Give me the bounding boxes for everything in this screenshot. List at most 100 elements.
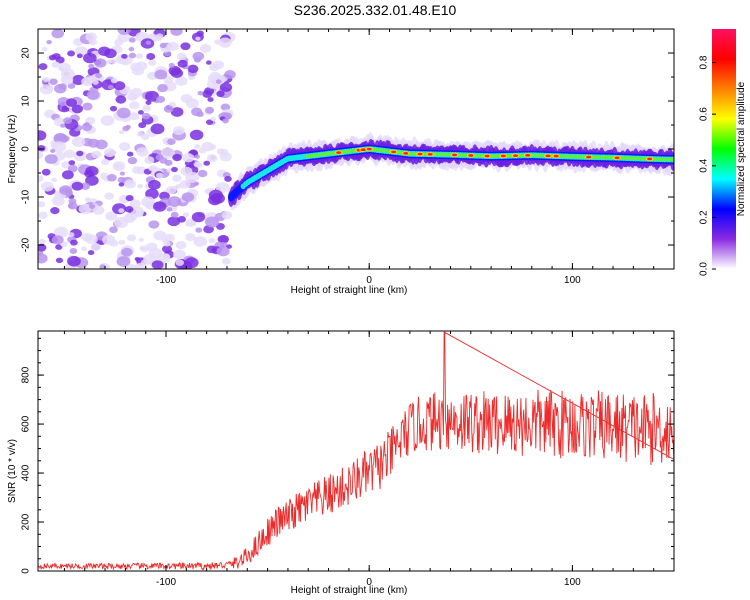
noise-blob: [118, 208, 125, 214]
noise-blob: [205, 119, 214, 125]
noise-blob: [51, 235, 64, 245]
noise-blob: [40, 181, 54, 192]
noise-blob: [108, 85, 114, 90]
noise-blob: [128, 46, 135, 52]
ridge-green: [559, 154, 566, 159]
noise-blob: [95, 73, 102, 79]
noise-blob: [210, 192, 225, 204]
ridge-green: [305, 154, 312, 159]
noise-blob: [170, 211, 179, 218]
noise-blob: [166, 168, 172, 173]
heatmap-ytick-label: -20: [21, 237, 32, 252]
noise-blob: [66, 98, 78, 107]
noise-blob: [46, 40, 52, 45]
noise-blob: [197, 90, 204, 96]
noise-blob: [68, 204, 74, 209]
noise-blob: [141, 112, 151, 120]
noise-blob: [76, 150, 84, 157]
noise-blob: [88, 63, 95, 69]
noise-blob: [172, 174, 182, 182]
noise-blob: [155, 35, 163, 41]
noise-blob: [101, 158, 110, 166]
noise-blob: [109, 58, 117, 64]
ridge-red: [647, 157, 653, 161]
noise-blob: [58, 83, 67, 90]
snr-xtick-label: -100: [156, 577, 176, 588]
noise-blob: [129, 101, 140, 110]
noise-blob: [190, 221, 197, 226]
noise-blob: [201, 141, 214, 152]
noise-blob: [194, 144, 201, 149]
noise-blob: [193, 181, 200, 186]
noise-blob: [105, 211, 118, 221]
noise-blob: [224, 175, 232, 182]
noise-blob: [55, 244, 63, 250]
ridge-green: [396, 150, 403, 155]
noise-blob: [175, 76, 188, 86]
noise-blob: [51, 177, 58, 183]
heatmap-ytick-label: 10: [21, 95, 32, 107]
noise-blob: [112, 203, 127, 215]
colorbar-tick-label: 0.2: [699, 210, 710, 224]
noise-blob: [118, 239, 126, 245]
noise-blob: [193, 161, 201, 168]
noise-blob: [146, 53, 156, 60]
noise-blob: [63, 149, 75, 159]
heatmap-xtick-label: 100: [564, 275, 581, 286]
noise-blob: [113, 217, 129, 229]
noise-blob: [129, 88, 143, 98]
noise-blob: [159, 157, 168, 164]
noise-blob: [84, 197, 92, 203]
noise-blob: [222, 118, 229, 124]
ridge-green: [671, 157, 674, 162]
noise-blob: [60, 123, 66, 128]
heatmap-ytick-label: -10: [21, 189, 32, 204]
ridge-red: [417, 152, 423, 156]
noise-blob: [109, 105, 118, 112]
noise-blob: [50, 207, 60, 215]
snr-ytick-label: 0: [21, 568, 32, 574]
noise-blob: [167, 196, 182, 207]
noise-blob: [135, 211, 144, 218]
noise-blob: [148, 179, 161, 190]
noise-blob: [48, 54, 57, 61]
noise-blob: [68, 160, 76, 166]
noise-blob: [38, 201, 46, 208]
noise-blob: [82, 102, 93, 111]
noise-blob: [51, 61, 60, 68]
ridge-green: [604, 155, 611, 160]
noise-blob: [197, 169, 208, 178]
noise-blob: [215, 79, 222, 84]
noise-blob: [219, 82, 233, 93]
noise-blob: [157, 84, 168, 93]
ridge-red: [484, 154, 490, 158]
ridge-green: [376, 148, 383, 153]
noise-blob: [168, 62, 175, 68]
noise-blob: [116, 256, 131, 267]
noise-blob: [94, 58, 107, 68]
noise-blob: [92, 79, 99, 85]
noise-blob: [60, 68, 75, 80]
noise-blob: [38, 175, 44, 182]
ridge-green: [594, 155, 601, 160]
noise-blob: [179, 180, 191, 189]
noise-blob: [173, 249, 186, 260]
noise-blob: [184, 257, 199, 269]
noise-blob: [204, 188, 211, 194]
ridge-red: [366, 147, 372, 151]
ridge-red: [452, 153, 458, 157]
noise-blob: [170, 107, 184, 117]
heatmap-xtick-label: 0: [366, 275, 372, 286]
noise-blob: [136, 147, 149, 157]
noise-blob: [88, 38, 98, 46]
noise-blob: [195, 227, 203, 233]
noise-blob: [145, 100, 152, 105]
ridge-green: [564, 154, 571, 159]
snr-xtick-label: 100: [564, 577, 581, 588]
snr-xlabel: Height of straight line (km): [291, 585, 408, 596]
noise-blob: [85, 175, 99, 186]
colorbar-tick-label: 0.4: [699, 158, 710, 172]
noise-blob: [208, 238, 216, 244]
noise-blob: [138, 237, 144, 242]
noise-blob: [127, 156, 138, 165]
